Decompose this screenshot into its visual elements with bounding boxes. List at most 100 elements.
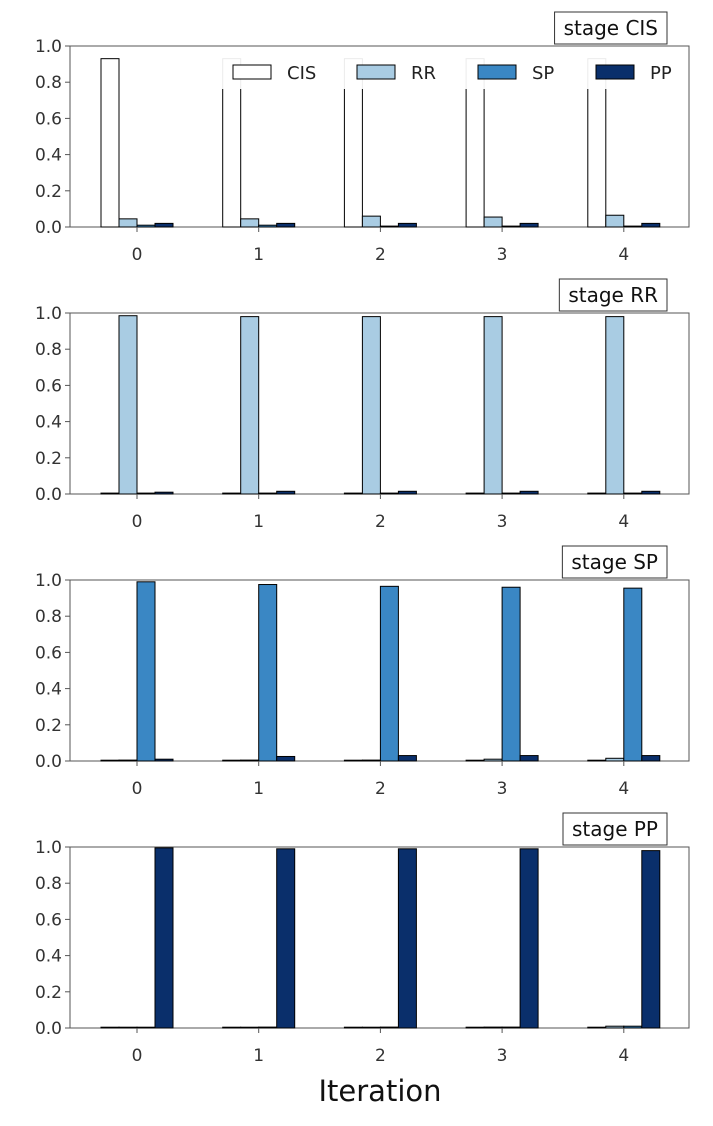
bar-pp — [276, 755, 296, 762]
x-tick-label: 4 — [618, 245, 629, 265]
x-tick-label: 3 — [497, 779, 508, 799]
bar-cis — [587, 492, 607, 495]
bar-rr — [361, 316, 381, 495]
bar-sp — [136, 1026, 156, 1029]
bar-rr — [240, 218, 260, 228]
x-tick-label: 4 — [618, 779, 629, 799]
bar-rr — [605, 1025, 625, 1029]
y-tick-label: 0.2 — [35, 182, 62, 202]
x-tick-label: 0 — [132, 779, 143, 799]
bar-pp — [641, 850, 661, 1029]
bar-pp — [519, 848, 539, 1029]
bar-sp — [379, 585, 399, 762]
bar-pp — [397, 848, 417, 1029]
bar-pp — [397, 222, 417, 228]
x-tick-label: 1 — [253, 1046, 264, 1066]
x-tick-label: 4 — [618, 1046, 629, 1066]
y-tick-label: 0.4 — [35, 680, 62, 700]
stage-label: stage PP — [572, 817, 658, 841]
bar-sp — [623, 492, 643, 495]
y-tick-label: 0.4 — [35, 413, 62, 433]
x-tick-label: 1 — [253, 245, 264, 265]
bar-cis — [465, 492, 485, 495]
bar-sp — [136, 224, 156, 228]
bar-sp — [623, 587, 643, 762]
x-tick-label: 2 — [375, 512, 386, 532]
bar-sp — [258, 1026, 278, 1029]
bar-rr — [483, 216, 503, 228]
bar-sp — [623, 225, 643, 228]
y-tick-label: 0.2 — [35, 449, 62, 469]
x-tick-label: 1 — [253, 779, 264, 799]
bar-sp — [258, 224, 278, 228]
bar-cis — [100, 58, 120, 228]
bar-pp — [397, 755, 417, 762]
x-axis-label: Iteration — [318, 1074, 441, 1108]
y-tick-label: 0.6 — [35, 109, 62, 129]
bar-pp — [519, 755, 539, 762]
bar-cis — [222, 492, 242, 495]
bar-cis — [100, 759, 120, 762]
legend-label-pp: PP — [650, 63, 672, 84]
y-tick-label: 0.8 — [35, 607, 62, 627]
y-tick-label: 1.0 — [35, 304, 62, 324]
bar-cis — [222, 1026, 242, 1029]
bar-cis — [222, 759, 242, 762]
legend: CIS RR SP PP — [221, 57, 683, 89]
bar-sp — [501, 586, 521, 762]
bar-sp — [379, 492, 399, 495]
y-tick-label: 1.0 — [35, 37, 62, 57]
stage-label: stage SP — [571, 550, 658, 574]
panel-2: 0.0 0.2 0.4 0.6 0.8 1.0 0 1 2 3 4 stage SP — [35, 545, 690, 799]
x-tick-label: 2 — [375, 779, 386, 799]
bar-pp — [154, 222, 174, 228]
legend-swatch-rr — [356, 64, 396, 80]
bar-rr — [483, 316, 503, 495]
plot-frame — [69, 579, 690, 762]
legend-label-cis: CIS — [287, 63, 316, 84]
y-tick-label: 0.4 — [35, 146, 62, 166]
bar-sp — [136, 492, 156, 495]
bar-pp — [154, 847, 174, 1029]
bar-rr — [605, 757, 625, 762]
stage-label-box — [561, 545, 668, 579]
y-tick-label: 0.6 — [35, 643, 62, 663]
x-tick-label: 0 — [132, 512, 143, 532]
y-tick-label: 1.0 — [35, 838, 62, 858]
stage-label-box — [554, 11, 668, 45]
y-tick-label: 0.0 — [35, 1019, 62, 1039]
bar-pp — [519, 222, 539, 228]
bar-pp — [641, 755, 661, 762]
bar-sp — [501, 492, 521, 495]
y-tick-label: 0.4 — [35, 947, 62, 967]
bar-rr — [240, 759, 260, 762]
bar-sp — [258, 584, 278, 762]
stage-label-box — [558, 278, 668, 312]
bar-pp — [276, 490, 296, 495]
x-tick-label: 1 — [253, 512, 264, 532]
bar-rr — [605, 316, 625, 495]
bar-sp — [623, 1025, 643, 1029]
y-tick-label: 0.8 — [35, 340, 62, 360]
y-tick-label: 0.0 — [35, 485, 62, 505]
x-tick-label: 0 — [132, 245, 143, 265]
bar-cis — [465, 759, 485, 762]
y-tick-label: 0.2 — [35, 983, 62, 1003]
bar-cis — [343, 759, 363, 762]
bar-rr — [361, 215, 381, 228]
x-tick-label: 2 — [375, 1046, 386, 1066]
bar-pp — [154, 758, 174, 762]
bar-rr — [361, 759, 381, 762]
bar-rr — [483, 758, 503, 762]
bar-rr — [118, 1026, 138, 1029]
bar-rr — [361, 1026, 381, 1029]
bar-cis — [587, 1026, 607, 1029]
bar-pp — [641, 222, 661, 228]
bar-rr — [483, 1026, 503, 1029]
x-tick-label: 3 — [497, 245, 508, 265]
x-tick-label: 2 — [375, 245, 386, 265]
stage-label-box — [562, 812, 668, 846]
bar-rr — [240, 1026, 260, 1029]
legend-swatch-cis — [232, 64, 272, 80]
